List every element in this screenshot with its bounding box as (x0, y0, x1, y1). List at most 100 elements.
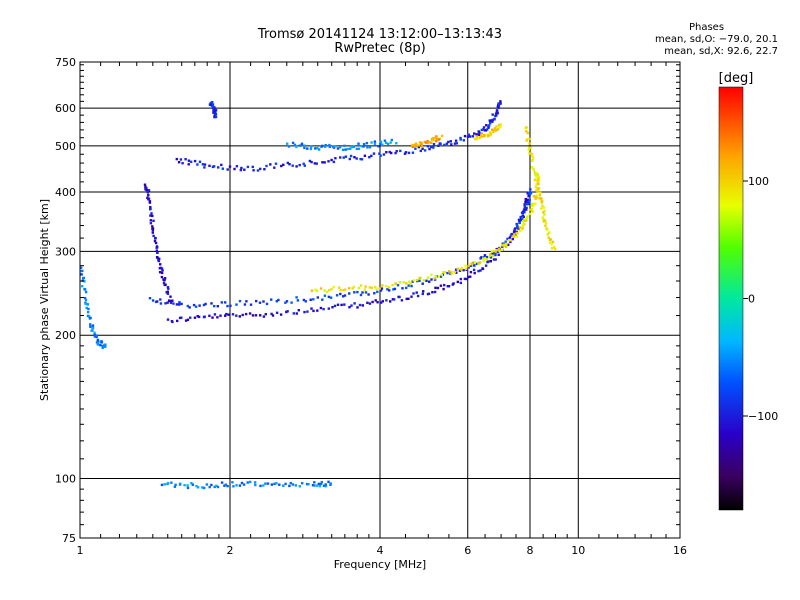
echo-point (149, 208, 152, 211)
echo-point (249, 303, 253, 306)
echo-point (394, 282, 398, 285)
echo-point (183, 484, 186, 487)
echo-point (489, 256, 493, 259)
echo-point (333, 304, 337, 308)
echo-point (423, 149, 427, 152)
echo-point (316, 296, 319, 299)
echo-point (166, 318, 170, 321)
echo-point (483, 254, 487, 257)
echo-point (353, 302, 356, 305)
echo-point (171, 299, 174, 302)
echo-point (245, 300, 248, 303)
echo-point (447, 285, 451, 288)
echo-point (235, 314, 238, 317)
echo-point (155, 249, 158, 252)
echo-point (459, 138, 462, 141)
echo-point (389, 300, 392, 303)
echo-point (464, 264, 467, 267)
echo-point (550, 247, 554, 250)
echo-point (412, 292, 415, 295)
echo-point (414, 142, 418, 145)
echo-point (527, 202, 530, 206)
echo-point (226, 484, 229, 488)
echo-point (494, 250, 497, 253)
echo-point (542, 217, 545, 221)
echo-point (491, 254, 495, 258)
echo-point (386, 142, 390, 146)
echo-point (329, 482, 332, 485)
echo-point (288, 163, 291, 166)
echo-point (443, 143, 446, 147)
echo-point (499, 102, 502, 105)
echo-point (81, 285, 84, 288)
echo-point (318, 485, 321, 488)
echo-point (467, 265, 470, 268)
echo-point (187, 163, 190, 166)
echo-point (208, 314, 211, 317)
echo-point (439, 284, 443, 287)
y-tick-label: 750 (55, 56, 76, 69)
echo-point (167, 287, 170, 290)
echo-point (535, 196, 538, 199)
echo-point (413, 143, 416, 147)
echo-point (252, 169, 255, 172)
echo-point (290, 301, 293, 304)
echo-point (370, 154, 373, 158)
echo-point (459, 268, 463, 271)
echo-point (544, 224, 547, 227)
echo-point (388, 150, 391, 154)
echo-point (174, 483, 177, 486)
echo-point (554, 247, 557, 250)
echo-point (336, 147, 340, 150)
echo-point (508, 236, 512, 239)
echo-point (373, 142, 377, 146)
echo-point (362, 143, 366, 146)
echo-point (448, 270, 451, 273)
echo-point (402, 281, 405, 284)
echo-point (198, 304, 201, 307)
echo-point (480, 128, 483, 132)
echo-point (500, 248, 504, 251)
echo-point (192, 303, 196, 307)
echo-point (149, 219, 152, 222)
echo-point (306, 310, 309, 313)
echo-point (314, 288, 317, 291)
echo-point (152, 234, 155, 238)
echo-point (531, 203, 534, 206)
echo-point (203, 486, 206, 490)
echo-point (398, 281, 402, 284)
echo-point (300, 142, 304, 145)
echo-point (492, 129, 496, 132)
echo-point (242, 483, 246, 486)
echo-point (220, 301, 223, 304)
y-tick-label: 500 (55, 140, 76, 153)
echo-point (507, 243, 510, 246)
echo-point (481, 267, 484, 270)
echo-point (524, 197, 527, 201)
echo-point (380, 287, 384, 290)
echo-point (403, 152, 407, 155)
echo-point (509, 234, 513, 237)
echo-point (286, 310, 289, 313)
echo-point (315, 162, 318, 165)
echo-point (401, 287, 404, 290)
echo-point (463, 134, 467, 138)
echo-point (382, 153, 386, 156)
echo-point (301, 482, 304, 485)
echo-point (515, 223, 519, 227)
echo-point (79, 269, 82, 273)
echo-point (343, 144, 346, 147)
echo-point (287, 145, 291, 148)
echo-point (170, 481, 173, 484)
echo-point (544, 219, 547, 222)
echo-point (100, 341, 103, 344)
x-tick-label: 4 (377, 544, 384, 557)
echo-point (342, 288, 345, 292)
echo-point (341, 148, 345, 152)
echo-point (196, 163, 199, 166)
echo-point (335, 294, 339, 297)
echo-point (477, 133, 481, 136)
echo-point (91, 324, 95, 327)
echo-point (190, 482, 193, 485)
echo-point (348, 157, 351, 161)
